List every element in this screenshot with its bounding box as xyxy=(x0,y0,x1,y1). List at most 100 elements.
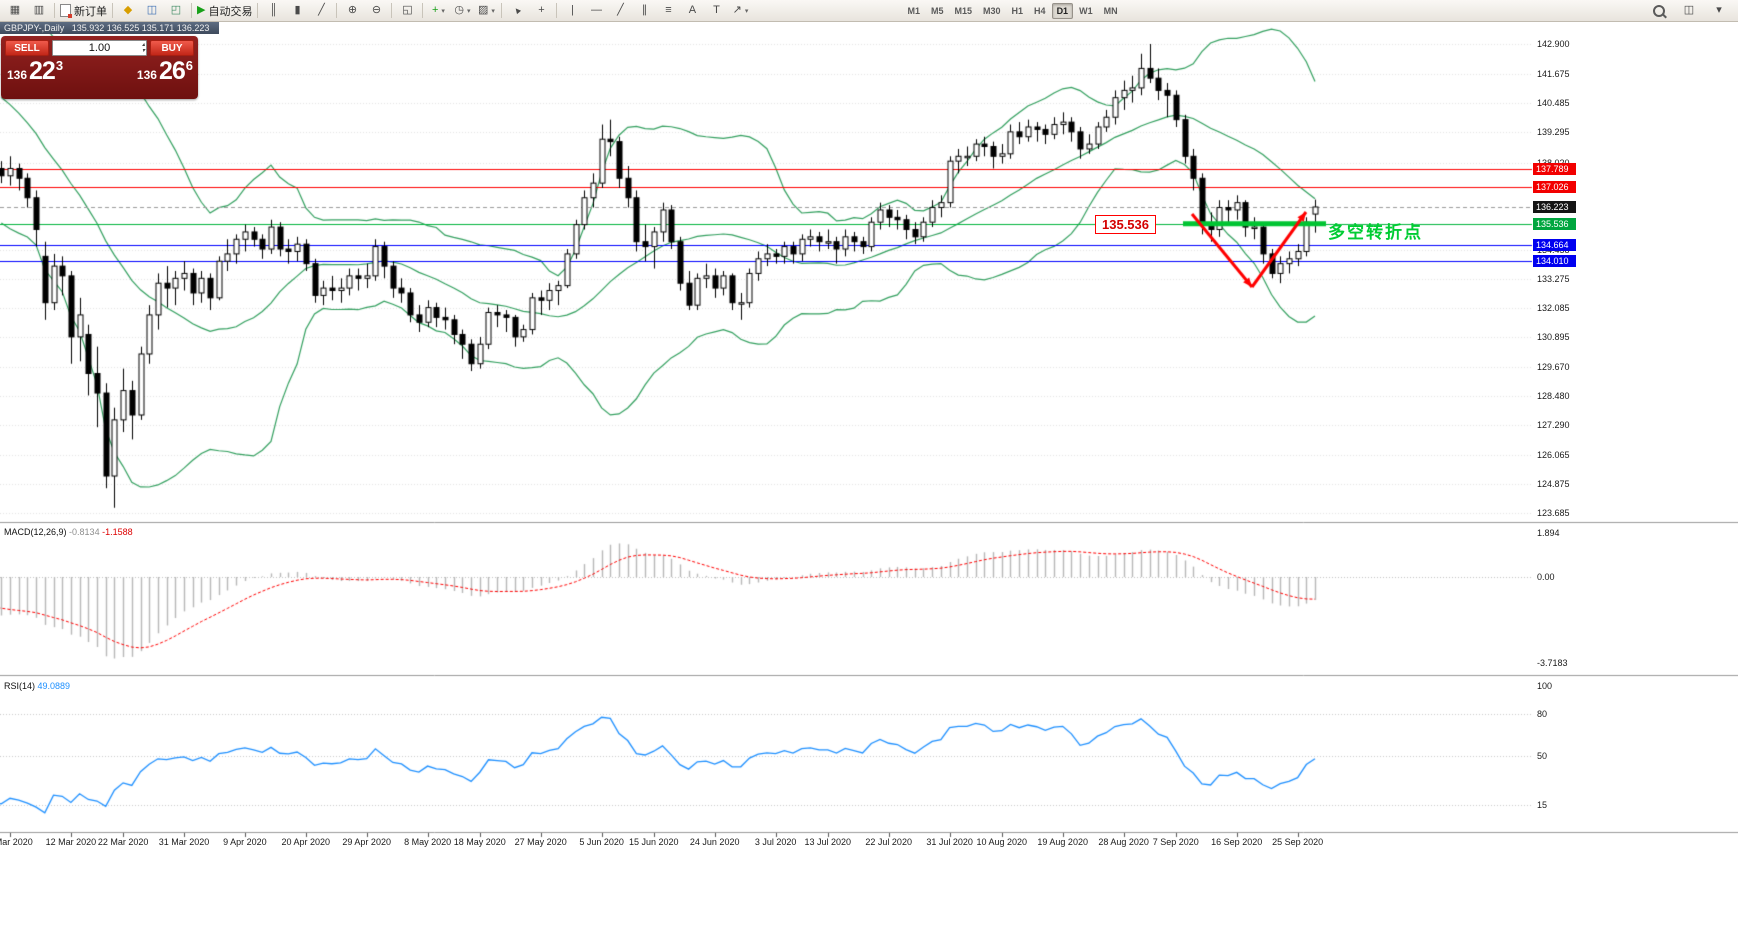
timeframe-m30[interactable]: M30 xyxy=(983,5,1001,16)
new-order-button-label: 新订单 xyxy=(74,5,107,18)
windows-icon[interactable]: ◫ xyxy=(1677,2,1701,20)
terminal-icon: ◰ xyxy=(170,4,182,16)
chart-bars-icon[interactable]: ║ xyxy=(261,2,285,20)
chart-line-icon[interactable]: ╱ xyxy=(309,2,333,20)
date-axis-label: 3 Jul 2020 xyxy=(754,837,797,847)
date-axis-label: 31 Mar 2020 xyxy=(158,837,210,847)
price-tick-label: 126.065 xyxy=(1537,449,1570,460)
charts-window-icon: ▦ xyxy=(9,4,21,16)
macd-scale-label: -3.7183 xyxy=(1537,658,1568,669)
sell-price-frac: 3 xyxy=(55,58,64,73)
timeframe-d1[interactable]: D1 xyxy=(1051,2,1074,19)
rsi-label: RSI(14) 49.0889 xyxy=(4,681,70,691)
date-axis-label: 16 Sep 2020 xyxy=(1211,837,1263,847)
zoom-in-icon[interactable]: ⊕ xyxy=(340,2,364,20)
buy-button[interactable]: BUY xyxy=(150,40,194,56)
macd-scale-label: 1.894 xyxy=(1537,528,1560,539)
templates-icon[interactable]: ▨ ▾ xyxy=(474,2,498,20)
volume-value: 1.00 xyxy=(88,42,111,54)
macd-signal-value: -1.1588 xyxy=(102,527,133,537)
price-line-box: 136.223 xyxy=(1533,200,1576,213)
timeframe-m15[interactable]: M15 xyxy=(954,5,973,16)
indicators-icon[interactable]: + ▾ xyxy=(426,2,450,20)
timeframe-m5[interactable]: M5 xyxy=(930,5,944,16)
date-axis-label: 10 Aug 2020 xyxy=(976,837,1028,847)
timeframe-bar: M1 M5 M15 M30 H1 H4 D1 W1 MN xyxy=(902,2,1122,19)
periods-icon: ◷ xyxy=(454,4,465,16)
autotrading-button-label: 自动交易 xyxy=(208,5,253,18)
toolbar: ▦ ▥ 新订单 ◆ ◫ ◰ ▶ 自动交易 ║ ▮ ╱ ⊕ ⊖ ◱ + ▾ ◷ ▾ ▨ ▾ ▲ + | — ╱ ∥ ≡ A T ↗ ▾ M1 M5… xyxy=(0,0,1738,22)
navigator-icon[interactable]: ◫ xyxy=(140,2,164,20)
price-line-box: 137.026 xyxy=(1533,181,1576,194)
autotrading-button[interactable]: ▶ 自动交易 xyxy=(195,2,254,20)
date-axis-label: 19 Aug 2020 xyxy=(1037,837,1088,847)
cursor-icon[interactable]: ▲ xyxy=(505,2,529,20)
price-tick-label: 128.480 xyxy=(1537,390,1570,401)
periods-icon[interactable]: ◷ ▾ xyxy=(450,2,474,20)
toolbar-right: ◫ ▾ xyxy=(1647,2,1735,20)
text-label-icon[interactable]: T xyxy=(704,2,728,20)
horizontal-line-icon[interactable]: — xyxy=(584,2,608,20)
date-axis-label: 28 Aug 2020 xyxy=(1098,837,1149,847)
trendline-icon[interactable]: ╱ xyxy=(608,2,632,20)
vertical-line-icon[interactable]: | xyxy=(560,2,584,20)
date-axis-label: 5 Jun 2020 xyxy=(579,837,624,847)
timeframe-w1[interactable]: W1 xyxy=(1079,5,1093,16)
price-tick-label: 124.875 xyxy=(1537,478,1570,489)
date-axis-label: 18 May 2020 xyxy=(453,837,506,847)
order-sheet-icon xyxy=(60,4,72,18)
buy-price-handle: 136 xyxy=(136,68,157,82)
text-label-icon: T xyxy=(713,4,720,16)
new-order-button[interactable]: 新订单 xyxy=(58,2,109,20)
sell-button[interactable]: SELL xyxy=(5,40,49,56)
text-icon: A xyxy=(688,4,697,16)
date-axis-label: 12 Mar 2020 xyxy=(45,837,97,847)
text-icon[interactable]: A xyxy=(680,2,704,20)
terminal-icon[interactable]: ◰ xyxy=(164,2,188,20)
equidistant-channel-icon[interactable]: ∥ xyxy=(632,2,656,20)
market-watch-icon[interactable]: ◆ xyxy=(116,2,140,20)
fibonacci-icon: ≡ xyxy=(665,4,672,16)
price-tick-label: 141.675 xyxy=(1537,68,1570,79)
zoom-out-icon[interactable]: ⊖ xyxy=(364,2,388,20)
market-watch-icon: ◆ xyxy=(123,4,133,16)
overflow-icon: ▾ xyxy=(1716,4,1722,16)
chart-ohlc-readout: 135.932 136.525 135.171 136.223 xyxy=(71,23,210,33)
macd-value: -0.8134 xyxy=(69,527,100,537)
chevron-down-icon: ▾ xyxy=(467,7,471,15)
chart-line-icon: ╱ xyxy=(318,4,325,16)
price-tick-label: 132.085 xyxy=(1537,302,1570,313)
chart-candles-icon[interactable]: ▮ xyxy=(285,2,309,20)
overflow-icon[interactable]: ▾ xyxy=(1707,2,1731,20)
search-icon xyxy=(1653,4,1665,17)
zoom-out-icon: ⊖ xyxy=(371,4,382,16)
sell-price[interactable]: 136223 xyxy=(7,57,64,86)
timeframe-h4[interactable]: H4 xyxy=(1034,5,1046,16)
chevron-down-icon: ▾ xyxy=(744,7,749,15)
volume-stepper-icon[interactable]: ▴ ▾ xyxy=(141,42,145,54)
date-axis-label: 8 May 2020 xyxy=(404,837,452,847)
toolbar-separator xyxy=(191,3,192,18)
timeframe-m1[interactable]: M1 xyxy=(907,5,920,16)
timeframe-mn[interactable]: MN xyxy=(1103,5,1118,16)
tile-windows-icon[interactable]: ◱ xyxy=(395,2,419,20)
date-axis-label: 24 Jun 2020 xyxy=(689,837,740,847)
toolbar-separator xyxy=(54,3,55,18)
buy-price-pips: 26 xyxy=(158,57,186,85)
buy-price[interactable]: 136266 xyxy=(136,57,193,86)
volume-input[interactable]: 1.00 ▴ ▾ xyxy=(52,40,147,56)
fibonacci-icon[interactable]: ≡ xyxy=(656,2,680,20)
buy-price-frac: 6 xyxy=(185,58,193,73)
windows-icon: ◫ xyxy=(1683,4,1695,16)
profiles-icon: ▥ xyxy=(33,4,45,16)
charts-window-icon[interactable]: ▦ xyxy=(3,2,27,20)
timeframe-h1[interactable]: H1 xyxy=(1011,5,1024,16)
date-axis-label: 27 May 2020 xyxy=(514,837,567,847)
crosshair-icon[interactable]: + xyxy=(529,2,553,20)
macd-name: MACD(12,26,9) xyxy=(4,527,67,537)
crosshair-icon: + xyxy=(538,4,545,16)
arrows-tool-icon[interactable]: ↗ ▾ xyxy=(728,2,752,20)
profiles-icon[interactable]: ▥ xyxy=(27,2,51,20)
search-icon[interactable] xyxy=(1647,2,1671,20)
